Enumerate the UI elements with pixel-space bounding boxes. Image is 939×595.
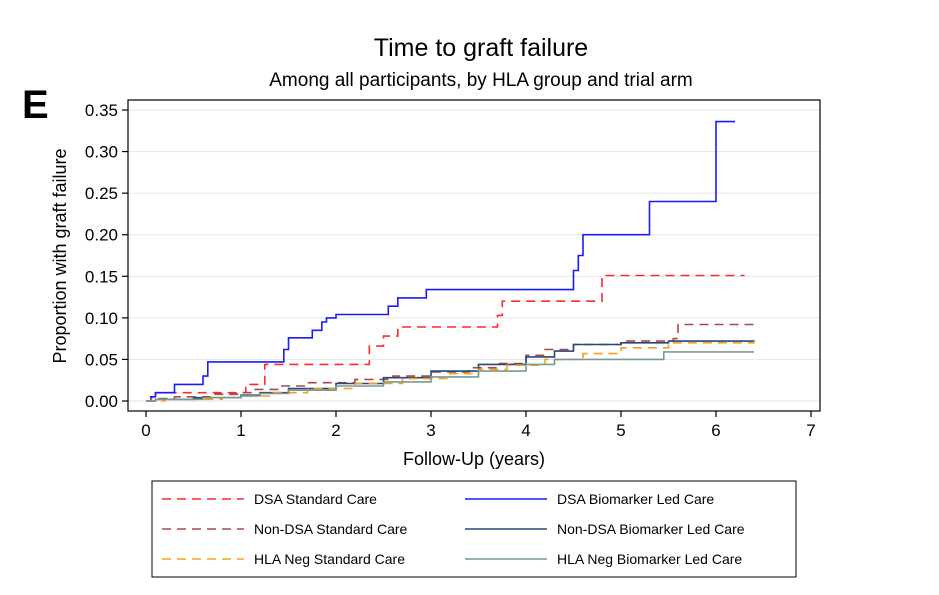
chart-subtitle: Among all participants, by HLA group and… [269, 70, 693, 91]
series-line [146, 323, 754, 402]
y-tick-label: 0.05 [85, 350, 118, 369]
legend-label: Non-DSA Biomarker Led Care [557, 521, 745, 537]
legend-label: DSA Biomarker Led Care [557, 491, 714, 507]
x-axis-label: Follow-Up (years) [403, 449, 545, 469]
x-tick-label: 3 [426, 421, 435, 440]
y-tick-label: 0.25 [85, 184, 118, 203]
x-tick-label: 1 [236, 421, 245, 440]
y-tick-label: 0.30 [85, 143, 118, 162]
series-line [146, 340, 755, 402]
legend-label: HLA Neg Standard Care [254, 551, 405, 567]
legend-label: Non-DSA Standard Care [254, 521, 408, 537]
series-line [146, 351, 754, 402]
y-tick-label: 0.10 [85, 309, 118, 328]
y-axis: 0.00 0.05 0.10 0.15 0.20 0.25 0.30 0.35 [85, 101, 128, 411]
x-tick-label: 2 [331, 421, 340, 440]
x-tick-label: 6 [711, 421, 720, 440]
x-tick-label: 0 [141, 421, 150, 440]
series-lines [146, 120, 755, 402]
legend: DSA Standard Care DSA Biomarker Led Care N… [162, 491, 745, 567]
panel-label: E [22, 83, 49, 127]
y-tick-label: 0.00 [85, 392, 118, 411]
plot-frame [127, 99, 821, 412]
x-tick-label: 4 [521, 421, 530, 440]
x-tick-label: 7 [806, 421, 815, 440]
y-tick-label: 0.15 [85, 267, 118, 286]
y-axis-label: Proportion with graft failure [50, 148, 70, 363]
x-tick-label: 5 [616, 421, 625, 440]
gridlines [128, 109, 820, 402]
legend-label: HLA Neg Biomarker Led Care [557, 551, 742, 567]
series-line [146, 120, 735, 402]
x-axis: 0 1 2 3 4 5 6 7 [141, 411, 816, 440]
series-line [146, 274, 745, 402]
chart-title: Time to graft failure [374, 34, 588, 62]
legend-label: DSA Standard Care [254, 491, 377, 507]
y-tick-label: 0.35 [85, 101, 118, 120]
y-tick-label: 0.20 [85, 226, 118, 245]
